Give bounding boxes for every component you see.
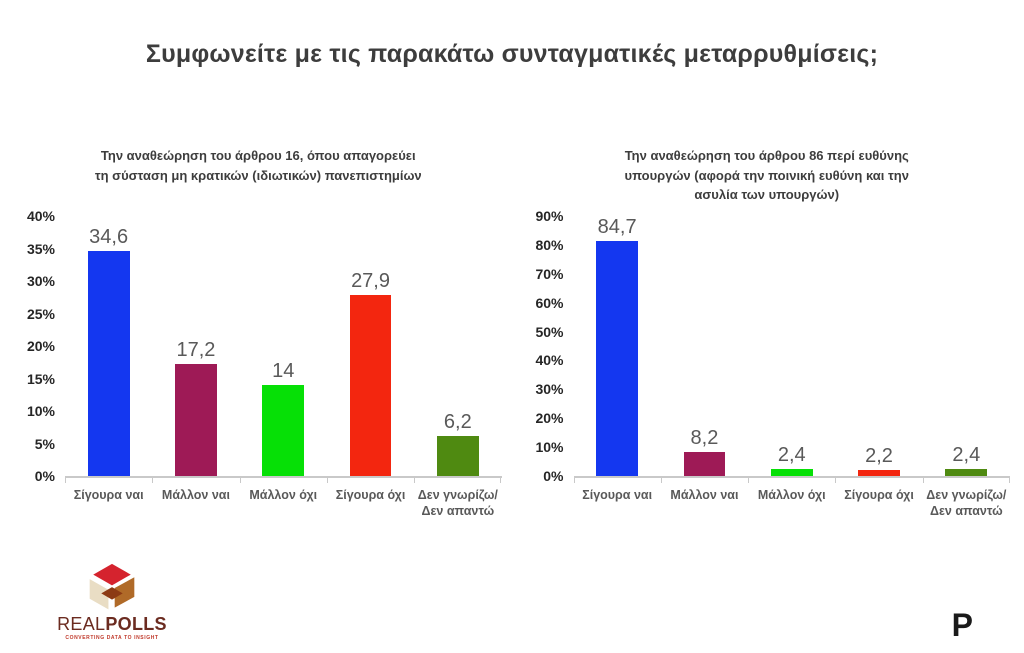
category-label: Σίγουρα ναι (73, 488, 144, 502)
y-axis-tick-label: 10% (26, 403, 55, 419)
x-axis-labels: Σίγουρα ναι Μάλλον ναι Μάλλον όχι Σίγουρα ό… (574, 487, 1011, 520)
realpolls-logo: REALPOLLS CONVERTING DATA TO INSIGHT (50, 563, 174, 641)
y-axis-tick-label: 40% (26, 208, 55, 224)
bar (596, 241, 639, 476)
y-axis-tick-label: 25% (26, 305, 55, 322)
plot-area: 34,6 17,2 14 27,9 6,2 (65, 216, 502, 483)
bar-value-label: 6,2 (443, 410, 472, 433)
category-label: Δεν γνωρίζω/ Δεν απαντώ (417, 488, 498, 519)
bar-value-label: 2,4 (952, 444, 981, 467)
brand-text-light: REAL (57, 614, 106, 634)
publisher-dot-icon (975, 628, 986, 639)
bar-value-label: 84,7 (597, 216, 637, 238)
y-axis-tick-label: 50% (535, 323, 564, 340)
bar-value-label: 17,2 (176, 339, 216, 362)
bar-slot: 2,4 (748, 216, 835, 483)
plot-area: 84,7 8,2 2,4 2,2 2,4 (573, 216, 1011, 483)
y-axis-tick-label: 70% (535, 265, 564, 282)
bar-value-label: 2,4 (777, 444, 806, 467)
bar-value-label: 14 (272, 360, 295, 382)
category-label: Μάλλον όχι (249, 488, 318, 502)
publisher-letter: P (951, 606, 973, 643)
category-label: Μάλλον ναι (161, 488, 230, 502)
bar (87, 251, 130, 476)
bar-slot: 27,9 (326, 216, 414, 483)
bar-slot: 34,6 (65, 216, 152, 483)
chart-article-16: Την αναθεώρηση του άρθρου 16, όπου απαγο… (15, 146, 502, 520)
y-axis-tick-label: 5% (34, 435, 55, 452)
bar-value-label: 8,2 (690, 427, 719, 450)
bar (858, 469, 900, 476)
category-label: Μάλλον ναι (670, 488, 739, 502)
bar-slot: 2,4 (922, 216, 1011, 483)
category-label: Σίγουρα όχι (335, 488, 406, 502)
y-axis-tick-label: 15% (26, 370, 55, 387)
bar-slot: 84,7 (573, 216, 661, 483)
category-label: Δεν γνωρίζω/ Δεν απαντώ (926, 488, 1007, 519)
chart-body: 0% 10% 20% 30% 40% 50% 60% 70% 80% 90% 84,7 8,2 2,4… (524, 208, 1011, 520)
chart-title: Την αναθεώρηση του άρθρου 86 περί ευθύνη… (624, 148, 909, 202)
chart-article-86: Την αναθεώρηση του άρθρου 86 περί ευθύνη… (524, 146, 1011, 520)
brand-text-bold: POLLS (105, 614, 167, 634)
y-axis-tick-label: 20% (535, 410, 564, 427)
bar-slot: 6,2 (414, 216, 502, 483)
publisher-logo: P (951, 606, 986, 643)
category-label: Μάλλον όχι (757, 488, 826, 502)
y-axis-tick-label: 20% (26, 338, 55, 354)
y-axis-tick-label: 0% (543, 468, 564, 484)
category-label: Σίγουρα ναι (582, 488, 653, 502)
y-axis-tick-label: 30% (26, 273, 55, 289)
bar-slot: 14 (239, 216, 327, 483)
bar-value-label: 2,2 (865, 444, 893, 467)
y-axis-tick-label: 10% (535, 439, 564, 456)
bar-slot: 8,2 (660, 216, 748, 483)
charts-row: Την αναθεώρηση του άρθρου 16, όπου απαγο… (15, 146, 1011, 520)
bar (770, 469, 813, 476)
brand-tagline: CONVERTING DATA TO INSIGHT (65, 635, 159, 641)
bar (436, 435, 479, 476)
y-axis: 0% 10% 20% 30% 40% 50% 60% 70% 80% 90% (524, 208, 574, 484)
x-axis-labels: Σίγουρα ναι Μάλλον ναι Μάλλον όχι Σίγουρα ό… (65, 487, 502, 520)
bar (262, 385, 305, 476)
bar (945, 469, 988, 476)
realpolls-wordmark: REALPOLLS (50, 615, 174, 633)
bar-value-label: 27,9 (351, 269, 390, 292)
bar (683, 452, 726, 476)
chart-title: Την αναθεώρηση του άρθρου 16, όπου απαγο… (94, 148, 422, 183)
page-title: Συμφωνείτε με τις παρακάτω συνταγματικές… (145, 40, 879, 68)
bar-value-label: 34,6 (89, 226, 129, 249)
y-axis-tick-label: 30% (535, 381, 564, 398)
category-label: Σίγουρα όχι (844, 488, 914, 502)
y-axis: 0% 5% 10% 15% 20% 25% 30% 35% 40% (15, 208, 65, 484)
chart-body: 0% 5% 10% 15% 20% 25% 30% 35% 40% 34,6 17,2 14 27,9… (15, 208, 502, 520)
y-axis-tick-label: 0% (34, 468, 55, 484)
plot-wrap: 34,6 17,2 14 27,9 6,2 Σίγουρα ναι Μάλλον ναι Μ… (65, 216, 502, 520)
plot-wrap: 84,7 8,2 2,4 2,2 2,4 Σίγουρα ναι Μάλλον ναι Μά… (573, 216, 1011, 520)
bar-slot: 2,2 (835, 216, 922, 483)
y-axis-tick-label: 40% (535, 352, 564, 369)
y-axis-tick-label: 80% (535, 236, 564, 253)
y-axis-tick-label: 35% (26, 240, 55, 257)
bar-slot: 17,2 (152, 216, 239, 483)
y-axis-tick-label: 60% (535, 294, 564, 311)
y-axis-tick-label: 90% (535, 208, 564, 224)
realpolls-cube-icon (89, 563, 135, 610)
bar (349, 294, 392, 476)
bar (175, 364, 217, 476)
